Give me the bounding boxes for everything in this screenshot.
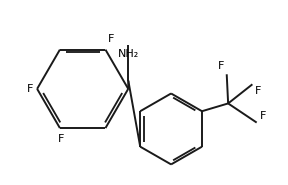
Text: F: F bbox=[255, 86, 262, 96]
Text: NH₂: NH₂ bbox=[118, 49, 139, 59]
Text: F: F bbox=[58, 134, 65, 144]
Text: F: F bbox=[108, 34, 115, 44]
Text: F: F bbox=[259, 111, 266, 121]
Text: F: F bbox=[26, 84, 33, 94]
Text: F: F bbox=[217, 61, 224, 71]
